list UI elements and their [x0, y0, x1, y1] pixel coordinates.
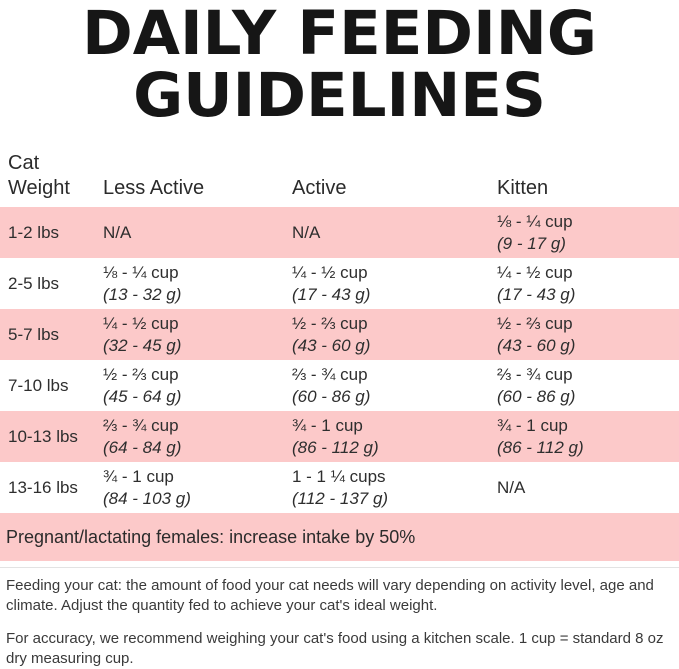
- footer-paragraph-feeding: Feeding your cat: the amount of food you…: [6, 577, 654, 614]
- active-cell: ¾ - 1 cup (86 - 112 g): [292, 415, 497, 459]
- weight-cell: 13-16 lbs: [8, 477, 78, 497]
- gram-amount: (84 - 103 g): [103, 488, 191, 508]
- active-cell: ¼ - ½ cup (17 - 43 g): [292, 262, 497, 306]
- kitten-cell: N/A: [497, 477, 679, 499]
- cup-amount: ¼ - ½ cup: [292, 262, 368, 282]
- footer-divider: [0, 567, 679, 568]
- table-row: 1-2 lbs N/A N/A ⅛ - ¼ cup (9 - 17 g): [0, 207, 679, 258]
- less-active-cell: ⅔ - ¾ cup (64 - 84 g): [103, 415, 292, 459]
- page-title-line1: DAILY FEEDING: [82, 0, 597, 69]
- gram-amount: (9 - 17 g): [497, 233, 566, 253]
- less-active-cell: ¾ - 1 cup (84 - 103 g): [103, 466, 292, 510]
- table-row: 2-5 lbs ⅛ - ¼ cup (13 - 32 g) ¼ - ½ cup …: [0, 258, 679, 309]
- weight-cell: 2-5 lbs: [8, 273, 60, 293]
- footer: Feeding your cat: the amount of food you…: [0, 568, 679, 669]
- column-header-cat-weight: Cat Weight: [8, 152, 70, 199]
- weight-cell: 5-7 lbs: [8, 324, 60, 344]
- kitten-cell: ⅔ - ¾ cup (60 - 86 g): [497, 364, 679, 408]
- kitten-cell: ¾ - 1 cup (86 - 112 g): [497, 415, 679, 459]
- kitten-cell: ¼ - ½ cup (17 - 43 g): [497, 262, 679, 306]
- cup-amount: ⅛ - ¼ cup: [103, 262, 179, 282]
- weight-cell: 1-2 lbs: [8, 222, 60, 242]
- gram-amount: (17 - 43 g): [292, 284, 371, 304]
- gram-amount: (43 - 60 g): [497, 335, 576, 355]
- cup-amount: 1 - 1 ¼ cups: [292, 466, 386, 486]
- gram-amount: (112 - 137 g): [292, 488, 389, 508]
- cup-amount: ¼ - ½ cup: [103, 313, 179, 333]
- kitten-cell: ½ - ⅔ cup (43 - 60 g): [497, 313, 679, 357]
- gram-amount: (60 - 86 g): [292, 386, 371, 406]
- table-header-row: Cat Weight Less Active Active Kitten: [0, 127, 679, 207]
- pregnant-note-text: Pregnant/lactating females: increase int…: [6, 526, 416, 547]
- gram-amount: (17 - 43 g): [497, 284, 576, 304]
- page-title: DAILY FEEDING GUIDELINES: [0, 0, 679, 127]
- cup-amount: ½ - ⅔ cup: [103, 364, 179, 384]
- footer-paragraph-accuracy: For accuracy, we recommend weighing your…: [6, 630, 664, 667]
- gram-amount: (60 - 86 g): [497, 386, 576, 406]
- gram-amount: (43 - 60 g): [292, 335, 371, 355]
- cup-amount: ¼ - ½ cup: [497, 262, 573, 282]
- table-row: 10-13 lbs ⅔ - ¾ cup (64 - 84 g) ¾ - 1 cu…: [0, 411, 679, 462]
- kitten-cell: ⅛ - ¼ cup (9 - 17 g): [497, 211, 679, 255]
- cup-amount: ⅔ - ¾ cup: [497, 364, 573, 384]
- cup-amount: ¾ - 1 cup: [292, 415, 363, 435]
- cup-amount: N/A: [497, 477, 526, 497]
- weight-cell: 10-13 lbs: [8, 426, 78, 446]
- cup-amount: N/A: [292, 222, 321, 242]
- active-cell: ½ - ⅔ cup (43 - 60 g): [292, 313, 497, 357]
- gram-amount: (64 - 84 g): [103, 437, 182, 457]
- active-cell: ⅔ - ¾ cup (60 - 86 g): [292, 364, 497, 408]
- gram-amount: (45 - 64 g): [103, 386, 182, 406]
- page-title-line2: GUIDELINES: [133, 60, 546, 131]
- pregnant-note-band: Pregnant/lactating females: increase int…: [0, 513, 679, 561]
- active-cell: 1 - 1 ¼ cups (112 - 137 g): [292, 466, 497, 510]
- cup-amount: N/A: [103, 222, 132, 242]
- cup-amount: ⅔ - ¾ cup: [103, 415, 179, 435]
- less-active-cell: N/A: [103, 222, 292, 244]
- cup-amount: ½ - ⅔ cup: [497, 313, 573, 333]
- cup-amount: ⅔ - ¾ cup: [292, 364, 368, 384]
- table-row: 5-7 lbs ¼ - ½ cup (32 - 45 g) ½ - ⅔ cup …: [0, 309, 679, 360]
- less-active-cell: ½ - ⅔ cup (45 - 64 g): [103, 364, 292, 408]
- less-active-cell: ¼ - ½ cup (32 - 45 g): [103, 313, 292, 357]
- weight-cell: 7-10 lbs: [8, 375, 69, 395]
- active-cell: N/A: [292, 222, 497, 244]
- gram-amount: (86 - 112 g): [292, 437, 379, 457]
- gram-amount: (86 - 112 g): [497, 437, 584, 457]
- cup-amount: ⅛ - ¼ cup: [497, 211, 573, 231]
- column-header-less-active: Less Active: [103, 177, 205, 199]
- cup-amount: ¾ - 1 cup: [497, 415, 568, 435]
- table-row: 13-16 lbs ¾ - 1 cup (84 - 103 g) 1 - 1 ¼…: [0, 462, 679, 513]
- column-header-kitten: Kitten: [497, 177, 549, 199]
- feeding-table: Cat Weight Less Active Active Kitten 1-2…: [0, 127, 679, 561]
- gram-amount: (13 - 32 g): [103, 284, 182, 304]
- column-header-active: Active: [292, 177, 347, 199]
- table-row: 7-10 lbs ½ - ⅔ cup (45 - 64 g) ⅔ - ¾ cup…: [0, 360, 679, 411]
- gram-amount: (32 - 45 g): [103, 335, 182, 355]
- less-active-cell: ⅛ - ¼ cup (13 - 32 g): [103, 262, 292, 306]
- cup-amount: ¾ - 1 cup: [103, 466, 174, 486]
- cup-amount: ½ - ⅔ cup: [292, 313, 368, 333]
